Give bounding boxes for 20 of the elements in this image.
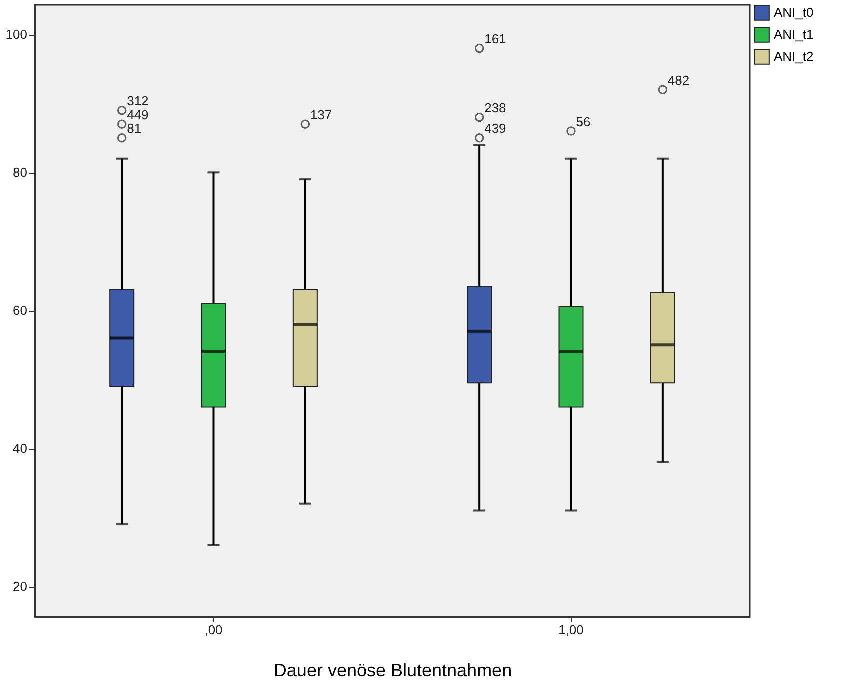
- annotation: 81: [127, 121, 142, 136]
- legend-label: ANI_t0: [774, 5, 814, 20]
- y-tick-label: 80: [13, 165, 28, 180]
- x-tick-label: 1,00: [558, 622, 584, 638]
- annotation: 312: [127, 94, 149, 109]
- y-tick-label: 100: [6, 27, 28, 42]
- annotation: 449: [127, 107, 149, 122]
- x-tick-label: ,00: [204, 622, 223, 638]
- annotation: 482: [668, 72, 690, 88]
- annotation: 137: [310, 107, 332, 122]
- x-axis-title: Dauer venöse Blutentnahmen: [274, 660, 512, 680]
- y-tick-label: 20: [13, 579, 28, 594]
- y-tick-label: 60: [13, 303, 28, 318]
- annotation: 439: [484, 121, 506, 136]
- legend-label: ANI_t1: [774, 27, 814, 42]
- annotation: 56: [576, 114, 591, 130]
- annotation: 238: [484, 100, 506, 116]
- legend-label: ANI_t2: [774, 49, 814, 64]
- annotation: 161: [484, 31, 506, 46]
- y-tick-label: 40: [13, 441, 28, 456]
